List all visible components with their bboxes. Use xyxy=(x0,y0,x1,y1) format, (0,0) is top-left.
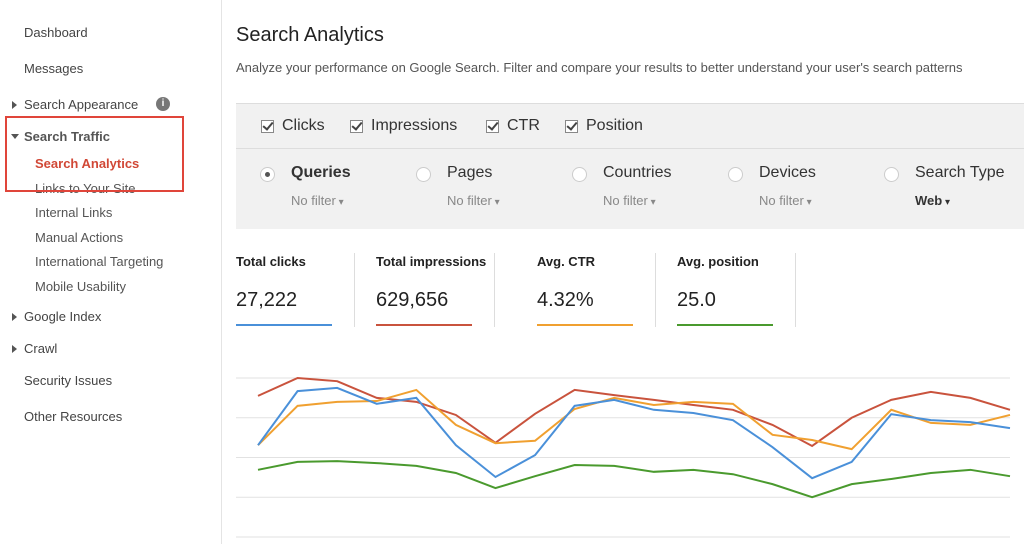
filter-dropdown[interactable]: No filter xyxy=(291,193,344,208)
checkbox-label[interactable]: Clicks xyxy=(282,117,325,134)
metric-value[interactable]: 25.0 xyxy=(677,289,716,311)
nav-item[interactable]: Search Appearance xyxy=(24,97,139,112)
checkbox[interactable] xyxy=(486,120,499,133)
nav-item[interactable]: Other Resources xyxy=(24,409,123,424)
metric-separator xyxy=(655,253,656,327)
metric-underline xyxy=(537,324,633,326)
series-line xyxy=(257,460,1011,499)
dimension-label[interactable]: Queries xyxy=(291,164,351,181)
checkbox[interactable] xyxy=(565,120,578,133)
filter-dropdown[interactable]: No filter xyxy=(447,193,500,208)
metric-separator xyxy=(795,253,796,327)
nav-subitem[interactable]: International Targeting xyxy=(35,254,164,269)
nav-item[interactable]: Security Issues xyxy=(24,373,113,388)
metric-label[interactable]: Total clicks xyxy=(236,254,306,269)
metric-label[interactable]: Avg. position xyxy=(677,254,759,269)
expand-arrow[interactable] xyxy=(12,313,17,321)
page-subtitle: Analyze your performance on Google Searc… xyxy=(236,60,963,75)
metric-separator xyxy=(494,253,495,327)
metric-underline xyxy=(677,324,773,326)
separator xyxy=(236,148,1024,149)
checkbox[interactable] xyxy=(261,120,274,133)
nav-subitem[interactable]: Manual Actions xyxy=(35,230,124,245)
checkbox[interactable] xyxy=(350,120,363,133)
metric-value[interactable]: 4.32% xyxy=(537,289,594,311)
page-title: Search Analytics xyxy=(236,24,384,46)
radio[interactable] xyxy=(884,167,899,182)
nav-item[interactable]: Messages xyxy=(24,61,84,76)
metric-underline xyxy=(236,324,332,326)
filter-dropdown[interactable]: Web xyxy=(915,193,950,208)
dimension-label[interactable]: Search Type xyxy=(915,164,1005,181)
nav-item[interactable]: Search Traffic xyxy=(24,129,110,144)
radio[interactable] xyxy=(728,167,743,182)
nav-subitem[interactable]: Links to Your Site xyxy=(35,181,136,196)
nav-subitem[interactable]: Mobile Usability xyxy=(35,279,127,294)
series-line xyxy=(257,386,1011,480)
metric-value[interactable]: 629,656 xyxy=(376,289,449,311)
series-line xyxy=(257,388,1011,451)
metric-underline xyxy=(376,324,472,326)
nav-subitem[interactable]: Internal Links xyxy=(35,205,113,220)
nav-subitem[interactable]: Search Analytics xyxy=(35,156,140,171)
nav-item[interactable]: Google Index xyxy=(24,309,102,324)
checkbox-label[interactable]: Position xyxy=(586,117,643,134)
metric-label[interactable]: Total impressions xyxy=(376,254,487,269)
metric-label[interactable]: Avg. CTR xyxy=(537,254,596,269)
checkbox-label[interactable]: Impressions xyxy=(371,117,458,134)
collapse-arrow[interactable] xyxy=(11,134,19,139)
info-icon[interactable]: i xyxy=(156,97,170,111)
radio[interactable] xyxy=(260,167,275,182)
dimension-label[interactable]: Countries xyxy=(603,164,672,181)
filter-panel: Clicks Impressions CTR Position Queries … xyxy=(236,103,1024,229)
radio[interactable] xyxy=(416,167,431,182)
nav-item[interactable]: Dashboard xyxy=(24,25,88,40)
metric-value[interactable]: 27,222 xyxy=(236,289,298,311)
sidebar: Dashboard Messages Search Appearance i S… xyxy=(0,0,222,544)
expand-arrow[interactable] xyxy=(12,345,17,353)
filter-dropdown[interactable]: No filter xyxy=(603,193,656,208)
expand-arrow[interactable] xyxy=(12,101,17,109)
radio[interactable] xyxy=(572,167,587,182)
checkbox-label[interactable]: CTR xyxy=(507,117,540,134)
dimension-label[interactable]: Pages xyxy=(447,164,493,181)
metric-separator xyxy=(354,253,355,327)
highlight-box xyxy=(5,116,184,192)
filter-dropdown[interactable]: No filter xyxy=(759,193,812,208)
dimension-label[interactable]: Devices xyxy=(759,164,816,181)
nav-item[interactable]: Crawl xyxy=(24,341,58,356)
